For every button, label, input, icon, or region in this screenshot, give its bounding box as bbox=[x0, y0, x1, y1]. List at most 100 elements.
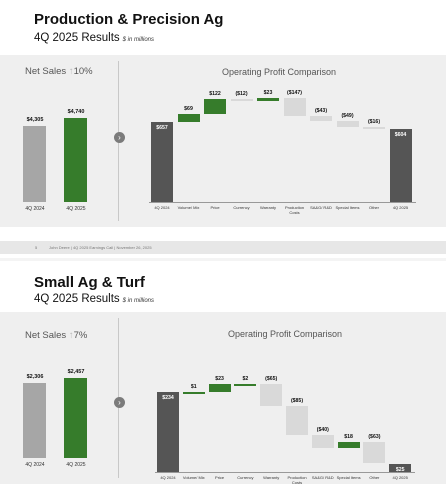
waterfall-bar bbox=[257, 97, 279, 101]
net-sales-chart: $4,305 4Q 2024 $4,740 4Q 2025 bbox=[0, 55, 118, 227]
waterfall-category-label: Special Items bbox=[336, 475, 361, 480]
waterfall-bar bbox=[204, 99, 226, 114]
net-sales-heading: Net Sales ↑10% bbox=[25, 66, 93, 77]
waterfall-category-label: Currency bbox=[237, 475, 254, 480]
waterfall-value-label: $2 bbox=[242, 375, 249, 382]
waterfall-chart: $234 4Q 2024 $1 Volume/ Mix $23 Price $2 Curren… bbox=[0, 312, 446, 485]
slide-separator bbox=[0, 258, 446, 261]
net-sales-value-label: $4,740 bbox=[67, 109, 85, 115]
slide-title: Production & Precision Ag bbox=[34, 11, 224, 28]
net-sales-value-label: $4,305 bbox=[26, 116, 44, 123]
waterfall-bar bbox=[337, 442, 360, 449]
waterfall-bar bbox=[177, 113, 200, 123]
waterfall-bar bbox=[182, 392, 205, 395]
waterfall-bar bbox=[363, 126, 385, 129]
unit-note: $ in millions bbox=[122, 37, 155, 43]
waterfall-axis-line bbox=[149, 202, 416, 203]
waterfall-bar bbox=[157, 392, 179, 472]
slide-title: Small Ag & Turf bbox=[34, 274, 145, 291]
content-panel: Net Sales ↑10% $4,305 4Q 2024 $4,740 4Q 202… bbox=[0, 55, 446, 227]
waterfall-category-label: 4Q 2025 bbox=[392, 475, 408, 480]
subtitle-text: 4Q 2025 Results bbox=[34, 293, 120, 305]
net-sales-change: 10% bbox=[73, 66, 93, 77]
waterfall-value-label: ($85) bbox=[290, 397, 304, 404]
net-sales-change: 7% bbox=[73, 330, 88, 341]
net-sales-chart: $2,306 4Q 2024 $2,457 4Q 2025 bbox=[0, 312, 118, 484]
net-sales-label: Net Sales bbox=[25, 330, 67, 341]
waterfall-category-label: Production Costs bbox=[284, 205, 305, 215]
net-sales-axis-label: 4Q 2025 bbox=[66, 462, 86, 468]
up-arrow-icon: ↑ bbox=[68, 66, 74, 77]
waterfall-value-label: $234 bbox=[162, 395, 174, 402]
waterfall-category-label: 4Q 2024 bbox=[154, 205, 170, 210]
chevron-right-icon[interactable]: › bbox=[114, 132, 125, 143]
waterfall-bar bbox=[283, 97, 306, 116]
waterfall-category-label: Special Items bbox=[335, 205, 360, 210]
slide-small-ag-turf: Small Ag & Turf 4Q 2025 Results $ in mill… bbox=[0, 262, 446, 500]
slide-subtitle: 4Q 2025 Results $ in millions bbox=[34, 293, 154, 305]
net-sales-axis-label: 4Q 2024 bbox=[25, 462, 45, 468]
waterfall-axis-line bbox=[155, 472, 415, 473]
net-sales-bar bbox=[64, 378, 87, 458]
net-sales-axis-label: 4Q 2024 bbox=[25, 206, 45, 212]
waterfall-bar bbox=[151, 122, 173, 202]
waterfall-bar bbox=[363, 442, 386, 464]
waterfall-bar bbox=[230, 99, 253, 102]
waterfall-value-label: $657 bbox=[156, 125, 168, 132]
waterfall-bar bbox=[311, 434, 334, 449]
waterfall-value-label: $23 bbox=[263, 89, 273, 96]
subtitle-text: 4Q 2025 Results bbox=[34, 32, 120, 44]
waterfall-chart: $657 4Q 2024 $69 Volume/ Mix $122 Price ($12) C… bbox=[0, 55, 446, 227]
net-sales-axis-label: 4Q 2025 bbox=[66, 206, 86, 212]
waterfall-category-label: Volume/ Mix bbox=[182, 475, 205, 480]
net-sales-label: Net Sales bbox=[25, 66, 67, 77]
net-sales-value-label: $2,306 bbox=[26, 373, 44, 380]
waterfall-bar bbox=[389, 128, 412, 202]
slide-subtitle: 4Q 2025 Results $ in millions bbox=[34, 32, 154, 44]
waterfall-value-label: $604 bbox=[394, 131, 407, 138]
footer-text: John Deere | 4Q 2025 Earnings Call | Nov… bbox=[49, 245, 152, 250]
waterfall-category-label: SA&G/ R&D bbox=[311, 475, 334, 480]
waterfall-bar bbox=[260, 383, 283, 406]
waterfall-value-label: ($16) bbox=[367, 118, 381, 125]
op-profit-title: Operating Profit Comparison bbox=[222, 67, 337, 77]
waterfall-category-label: SA&G/ R&D bbox=[310, 205, 332, 210]
waterfall-category-label: Price bbox=[210, 205, 220, 210]
net-sales-heading: Net Sales ↑7% bbox=[25, 330, 87, 341]
chevron-right-icon[interactable]: › bbox=[114, 397, 125, 408]
waterfall-category-label: Other bbox=[369, 475, 380, 480]
waterfall-value-label: ($63) bbox=[368, 434, 381, 441]
waterfall-value-label: $25 bbox=[395, 466, 405, 473]
waterfall-category-label: Volume/ Mix bbox=[177, 205, 200, 210]
waterfall-value-label: ($40) bbox=[316, 426, 329, 433]
waterfall-bar bbox=[310, 115, 332, 121]
waterfall-value-label: ($43) bbox=[314, 107, 328, 114]
waterfall-bar bbox=[208, 384, 231, 393]
net-sales-value-label: $2,457 bbox=[67, 369, 85, 375]
waterfall-category-label: Currency bbox=[233, 205, 250, 210]
slide-footer: 5 John Deere | 4Q 2025 Earnings Call | N… bbox=[0, 241, 446, 254]
up-arrow-icon: ↑ bbox=[68, 330, 74, 341]
waterfall-value-label: ($49) bbox=[341, 112, 354, 119]
slide-production-precision-ag: Production & Precision Ag 4Q 2025 Result… bbox=[0, 11, 446, 254]
waterfall-value-label: $69 bbox=[184, 105, 193, 112]
waterfall-bar bbox=[234, 383, 257, 386]
content-panel: Net Sales ↑7% $2,306 4Q 2024 $2,457 4Q 2025… bbox=[0, 312, 446, 485]
waterfall-category-label: Warranty bbox=[263, 475, 280, 480]
waterfall-category-label: Production Costs bbox=[287, 475, 307, 485]
waterfall-value-label: $23 bbox=[215, 376, 224, 383]
net-sales-bar bbox=[23, 382, 46, 458]
waterfall-bar bbox=[389, 463, 412, 472]
waterfall-value-label: ($147) bbox=[287, 89, 302, 96]
waterfall-bar bbox=[336, 120, 359, 127]
net-sales-bar bbox=[64, 118, 87, 202]
page-number: 5 bbox=[35, 245, 38, 250]
waterfall-category-label: Warranty bbox=[259, 205, 277, 210]
waterfall-value-label: ($65) bbox=[265, 375, 278, 382]
waterfall-value-label: $1 bbox=[190, 384, 197, 391]
waterfall-value-label: ($12) bbox=[235, 91, 248, 98]
op-profit-title: Operating Profit Comparison bbox=[228, 329, 343, 339]
unit-note: $ in millions bbox=[122, 298, 155, 304]
waterfall-category-label: Price bbox=[215, 475, 225, 480]
waterfall-value-label: $18 bbox=[344, 434, 353, 441]
